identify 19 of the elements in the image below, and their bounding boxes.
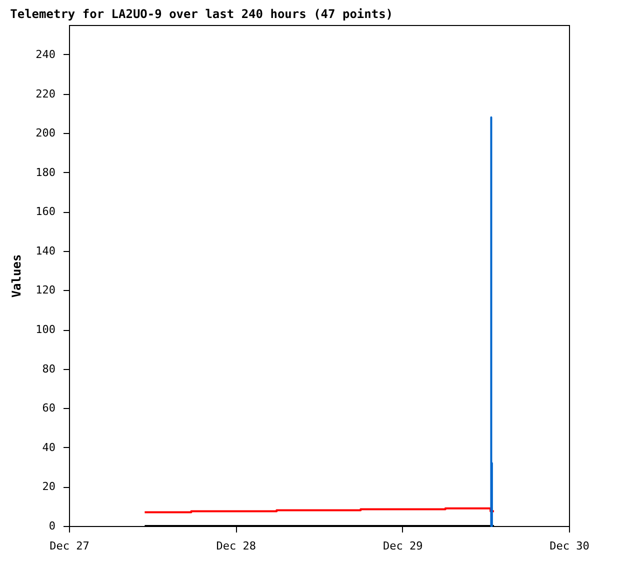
x-tick-label: Dec 30 <box>550 540 590 552</box>
x-tick-label: Dec 27 <box>50 540 90 552</box>
y-tick-label: 220 <box>36 87 56 100</box>
x-tick-label: Dec 28 <box>216 540 256 552</box>
y-tick-label: 180 <box>36 166 56 179</box>
y-tick-label: 20 <box>42 480 56 494</box>
y-tick-label: 60 <box>42 402 56 415</box>
y-tick-label: 240 <box>36 48 56 61</box>
y-tick-label: 120 <box>36 284 56 297</box>
y-tick-label: 80 <box>42 362 56 376</box>
x-tick-label: Dec 29 <box>382 540 423 552</box>
y-tick-label: 0 <box>48 520 56 532</box>
y-tick-label: 40 <box>42 440 56 454</box>
y-tick-label: 100 <box>36 323 56 336</box>
chart-title: Telemetry for LA2UO-9 over last 240 hours (47 points) <box>10 7 394 21</box>
y-tick-label: 160 <box>36 205 56 218</box>
y-tick-label: 200 <box>36 126 56 140</box>
y-tick-label: 140 <box>36 244 56 258</box>
y-axis-title: Values <box>10 254 24 298</box>
